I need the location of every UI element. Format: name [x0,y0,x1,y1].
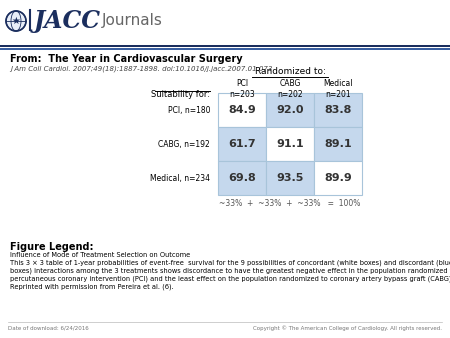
Text: Figure Legend:: Figure Legend: [10,242,94,252]
Text: 92.0: 92.0 [276,105,304,115]
Text: 61.7: 61.7 [228,139,256,149]
Text: Journals: Journals [102,14,163,28]
Text: Medical, n=234: Medical, n=234 [150,173,210,183]
Text: Copyright © The American College of Cardiology. All rights reserved.: Copyright © The American College of Card… [253,325,442,331]
Text: Reprinted with permission from Pereira et al. (6).: Reprinted with permission from Pereira e… [10,284,174,290]
Text: Date of download: 6/24/2016: Date of download: 6/24/2016 [8,325,89,330]
Text: 89.9: 89.9 [324,173,352,183]
Bar [218,93,266,127]
Text: 83.8: 83.8 [324,105,352,115]
Bar [266,93,314,127]
Bar [266,161,314,195]
Text: This 3 × 3 table of 1-year probabilities of event-free  survival for the 9 possi: This 3 × 3 table of 1-year probabilities… [10,260,450,266]
Bar [218,161,266,195]
Text: boxes) interactions among the 3 treatments shows discordance to have the greates: boxes) interactions among the 3 treatmen… [10,268,450,274]
Text: JACC: JACC [34,9,101,33]
Text: 91.1: 91.1 [276,139,304,149]
Text: CABG, n=192: CABG, n=192 [158,140,210,148]
Text: Medical
n=201: Medical n=201 [323,79,353,99]
Text: Suitability for:: Suitability for: [151,90,210,99]
Bar [314,161,362,195]
Text: From:  The Year in Cardiovascular Surgery: From: The Year in Cardiovascular Surgery [10,54,243,64]
Text: J Am Coll Cardiol. 2007;49(18):1887-1898. doi:10.1016/j.jacc.2007.01.073: J Am Coll Cardiol. 2007;49(18):1887-1898… [10,65,272,72]
Text: ★: ★ [12,16,20,26]
Text: PCI, n=180: PCI, n=180 [167,105,210,115]
Text: Influence of Mode of Treatment Selection on Outcome: Influence of Mode of Treatment Selection… [10,252,190,258]
Text: 89.1: 89.1 [324,139,352,149]
Text: ~33%  +  ~33%  +  ~33%   =  100%: ~33% + ~33% + ~33% = 100% [219,199,361,208]
Bar [266,127,314,161]
Text: 93.5: 93.5 [276,173,304,183]
Text: Randomized to:: Randomized to: [255,67,325,76]
Text: CABG
n=202: CABG n=202 [277,79,303,99]
Text: percutaneous coronary intervention (PCI) and the least effect on the population : percutaneous coronary intervention (PCI)… [10,276,450,283]
Bar [0,45,450,47]
Bar [0,48,450,49]
Text: PCI
n=203: PCI n=203 [229,79,255,99]
Circle shape [6,11,26,31]
Bar [314,127,362,161]
Bar [218,127,266,161]
Bar [0,0,450,42]
Bar [314,93,362,127]
Text: 69.8: 69.8 [228,173,256,183]
Text: 84.9: 84.9 [228,105,256,115]
